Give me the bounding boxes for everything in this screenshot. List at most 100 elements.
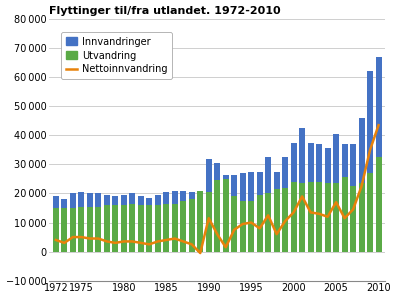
Bar <box>358 183 364 251</box>
Bar <box>112 205 118 251</box>
Bar <box>325 183 331 251</box>
Bar <box>70 193 76 251</box>
Bar <box>197 190 203 251</box>
Bar <box>223 179 229 251</box>
Bar <box>53 208 59 251</box>
Nettoinnvandring <box>113 241 118 245</box>
Bar <box>316 144 322 251</box>
Bar <box>257 195 263 251</box>
Bar <box>376 57 382 251</box>
Bar <box>358 118 364 251</box>
Bar <box>172 204 178 251</box>
Bar <box>265 193 271 251</box>
Bar <box>189 199 195 251</box>
Bar <box>78 207 84 251</box>
Nettoinnvandring <box>359 184 364 188</box>
Bar <box>248 201 254 251</box>
Legend: Innvandringer, Utvandring, Nettoinnvandring: Innvandringer, Utvandring, Nettoinnvandr… <box>61 32 172 79</box>
Nettoinnvandring <box>62 241 67 245</box>
Bar <box>299 183 305 251</box>
Bar <box>341 144 347 251</box>
Bar <box>248 172 254 251</box>
Nettoinnvandring <box>224 245 228 249</box>
Bar <box>291 182 297 251</box>
Bar <box>104 195 110 251</box>
Bar <box>62 199 67 251</box>
Bar <box>95 193 101 251</box>
Nettoinnvandring <box>206 216 211 220</box>
Nettoinnvandring <box>249 221 254 224</box>
Bar <box>62 208 67 251</box>
Bar <box>231 196 237 251</box>
Nettoinnvandring <box>155 239 160 243</box>
Nettoinnvandring <box>79 235 84 239</box>
Nettoinnvandring <box>291 210 296 214</box>
Bar <box>189 192 195 251</box>
Bar <box>53 196 59 251</box>
Bar <box>146 198 152 251</box>
Bar <box>367 71 373 251</box>
Bar <box>282 157 288 251</box>
Bar <box>155 195 161 251</box>
Nettoinnvandring <box>96 237 101 240</box>
Nettoinnvandring <box>317 212 322 216</box>
Bar <box>341 178 347 251</box>
Bar <box>163 204 169 251</box>
Text: Flyttinger til/fra utlandet. 1972-2010: Flyttinger til/fra utlandet. 1972-2010 <box>49 6 281 16</box>
Nettoinnvandring <box>376 123 381 127</box>
Nettoinnvandring <box>104 239 109 243</box>
Nettoinnvandring <box>368 148 372 152</box>
Nettoinnvandring <box>215 232 220 236</box>
Nettoinnvandring <box>232 228 237 232</box>
Bar <box>155 205 161 251</box>
Bar <box>325 148 331 251</box>
Nettoinnvandring <box>257 227 262 230</box>
Bar <box>121 195 127 251</box>
Bar <box>240 173 246 251</box>
Nettoinnvandring <box>334 200 339 204</box>
Bar <box>308 182 314 251</box>
Bar <box>333 183 339 251</box>
Bar <box>163 192 169 251</box>
Bar <box>206 158 212 251</box>
Bar <box>180 201 186 251</box>
Bar <box>316 182 322 251</box>
Bar <box>87 193 93 251</box>
Bar <box>299 128 305 251</box>
Bar <box>291 143 297 251</box>
Nettoinnvandring <box>87 237 92 240</box>
Bar <box>138 205 144 251</box>
Bar <box>265 157 271 251</box>
Nettoinnvandring <box>274 232 279 236</box>
Nettoinnvandring <box>130 239 135 243</box>
Bar <box>214 163 220 251</box>
Nettoinnvandring <box>283 219 287 223</box>
Nettoinnvandring <box>266 213 270 217</box>
Bar <box>333 134 339 251</box>
Bar <box>231 175 237 251</box>
Nettoinnvandring <box>181 239 186 243</box>
Bar <box>172 190 178 251</box>
Bar <box>350 186 356 251</box>
Bar <box>240 201 246 251</box>
Bar <box>206 192 212 251</box>
Bar <box>223 175 229 251</box>
Nettoinnvandring <box>147 242 152 246</box>
Bar <box>257 172 263 251</box>
Bar <box>214 180 220 251</box>
Bar <box>129 193 135 251</box>
Nettoinnvandring <box>342 216 347 220</box>
Bar <box>129 204 135 251</box>
Bar <box>121 205 127 251</box>
Nettoinnvandring <box>71 235 75 239</box>
Bar <box>78 192 84 251</box>
Bar <box>87 207 93 251</box>
Nettoinnvandring <box>308 210 313 214</box>
Bar <box>197 192 203 251</box>
Nettoinnvandring <box>351 208 355 211</box>
Line: Nettoinnvandring: Nettoinnvandring <box>56 125 379 253</box>
Bar <box>308 143 314 251</box>
Nettoinnvandring <box>300 195 304 198</box>
Bar <box>350 144 356 251</box>
Nettoinnvandring <box>240 222 245 226</box>
